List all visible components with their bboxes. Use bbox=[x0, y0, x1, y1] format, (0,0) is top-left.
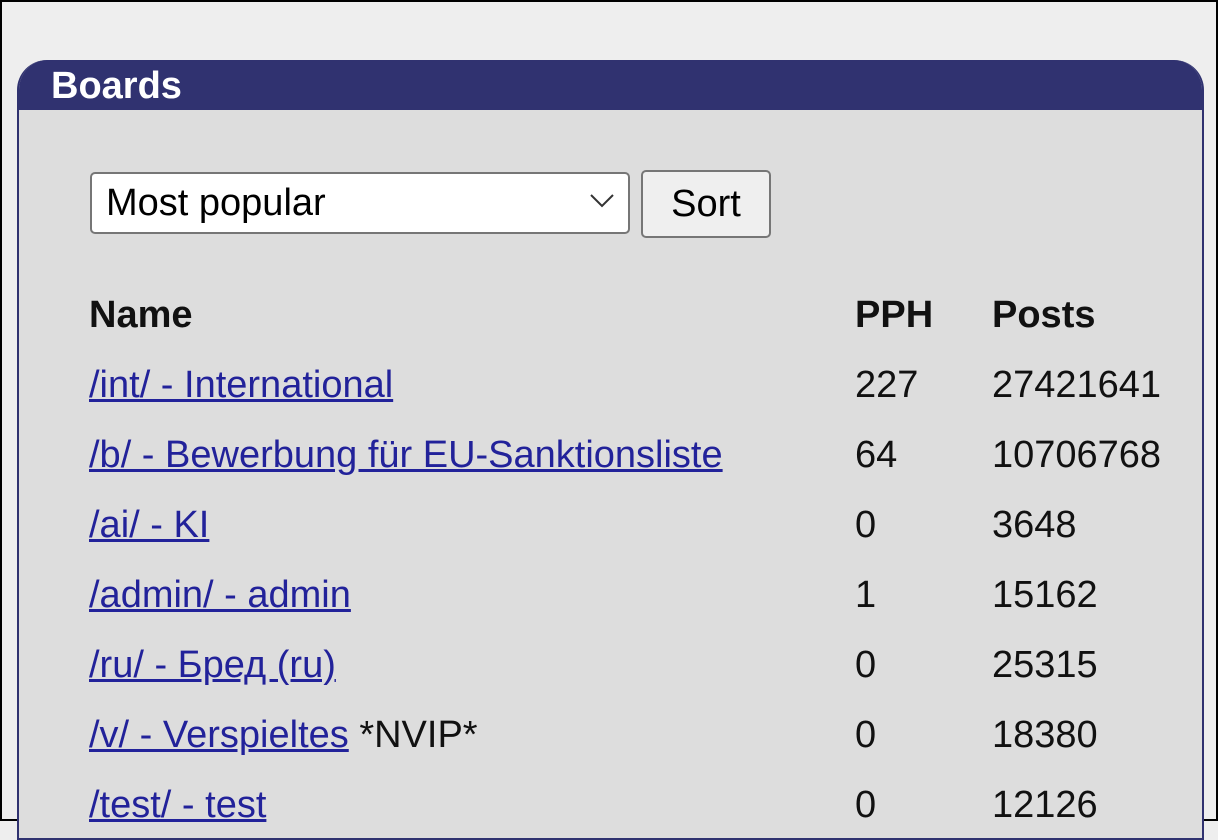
posts-cell: 27421641 bbox=[992, 363, 1162, 406]
chevron-down-icon bbox=[590, 194, 614, 208]
posts-cell: 10706768 bbox=[992, 433, 1162, 476]
posts-cell: 12126 bbox=[992, 783, 1098, 826]
board-name-cell: /test/ - test bbox=[89, 770, 855, 838]
board-name-cell: /b/ - Bewerbung für EU-Sanktionsliste bbox=[89, 420, 855, 490]
table-row: /test/ - test 0 12126 bbox=[89, 770, 1161, 838]
table-row: /admin/ - admin 1 15162 bbox=[89, 560, 1161, 630]
board-note: *NVIP* bbox=[348, 713, 478, 756]
pph-cell: 0 bbox=[855, 503, 877, 546]
sort-button[interactable]: Sort bbox=[641, 170, 771, 238]
header-pph: PPH bbox=[855, 293, 934, 336]
table-header-row: Name PPH Posts bbox=[89, 280, 1161, 350]
board-name-cell: /admin/ - admin bbox=[89, 560, 855, 630]
board-link[interactable]: /ru/ - Бред (ru) bbox=[89, 643, 336, 686]
pph-cell: 64 bbox=[855, 433, 898, 476]
posts-cell: 3648 bbox=[992, 503, 1077, 546]
board-name-cell: /ru/ - Бред (ru) bbox=[89, 630, 855, 700]
table-row: /v/ - Verspieltes *NVIP* 0 18380 bbox=[89, 700, 1161, 770]
table-row: /ru/ - Бред (ru) 0 25315 bbox=[89, 630, 1161, 700]
table-row: /int/ - International 227 27421641 bbox=[89, 350, 1161, 420]
sort-select-value: Most popular bbox=[106, 182, 326, 224]
pph-cell: 0 bbox=[855, 713, 877, 756]
board-link[interactable]: /v/ - Verspieltes bbox=[89, 713, 349, 756]
pph-cell: 0 bbox=[855, 643, 877, 686]
header-posts: Posts bbox=[992, 293, 1096, 336]
board-name-cell: /v/ - Verspieltes *NVIP* bbox=[89, 700, 855, 770]
panel-title: Boards bbox=[19, 60, 1202, 110]
board-link[interactable]: /test/ - test bbox=[89, 783, 267, 826]
posts-cell: 15162 bbox=[992, 573, 1098, 616]
board-name-cell: /ai/ - KI bbox=[89, 490, 855, 560]
table-row: /ai/ - KI 0 3648 bbox=[89, 490, 1161, 560]
board-link[interactable]: /int/ - International bbox=[89, 363, 394, 406]
pph-cell: 0 bbox=[855, 783, 877, 826]
sort-select[interactable]: Most popular bbox=[90, 172, 630, 234]
board-link[interactable]: /admin/ - admin bbox=[89, 573, 351, 616]
board-link[interactable]: /ai/ - KI bbox=[89, 503, 210, 546]
posts-cell: 18380 bbox=[992, 713, 1098, 756]
board-link[interactable]: /b/ - Bewerbung für EU-Sanktionsliste bbox=[89, 433, 723, 476]
sort-controls: Most popular Sort bbox=[90, 170, 771, 238]
posts-cell: 25315 bbox=[992, 643, 1098, 686]
header-name: Name bbox=[89, 293, 193, 336]
boards-panel: Boards Most popular Sort Name PPH Posts … bbox=[17, 60, 1204, 840]
pph-cell: 227 bbox=[855, 363, 919, 406]
table-row: /b/ - Bewerbung für EU-Sanktionsliste 64… bbox=[89, 420, 1161, 490]
boards-table: Name PPH Posts /int/ - International 227… bbox=[89, 280, 1161, 838]
pph-cell: 1 bbox=[855, 573, 877, 616]
board-name-cell: /int/ - International bbox=[89, 350, 855, 420]
